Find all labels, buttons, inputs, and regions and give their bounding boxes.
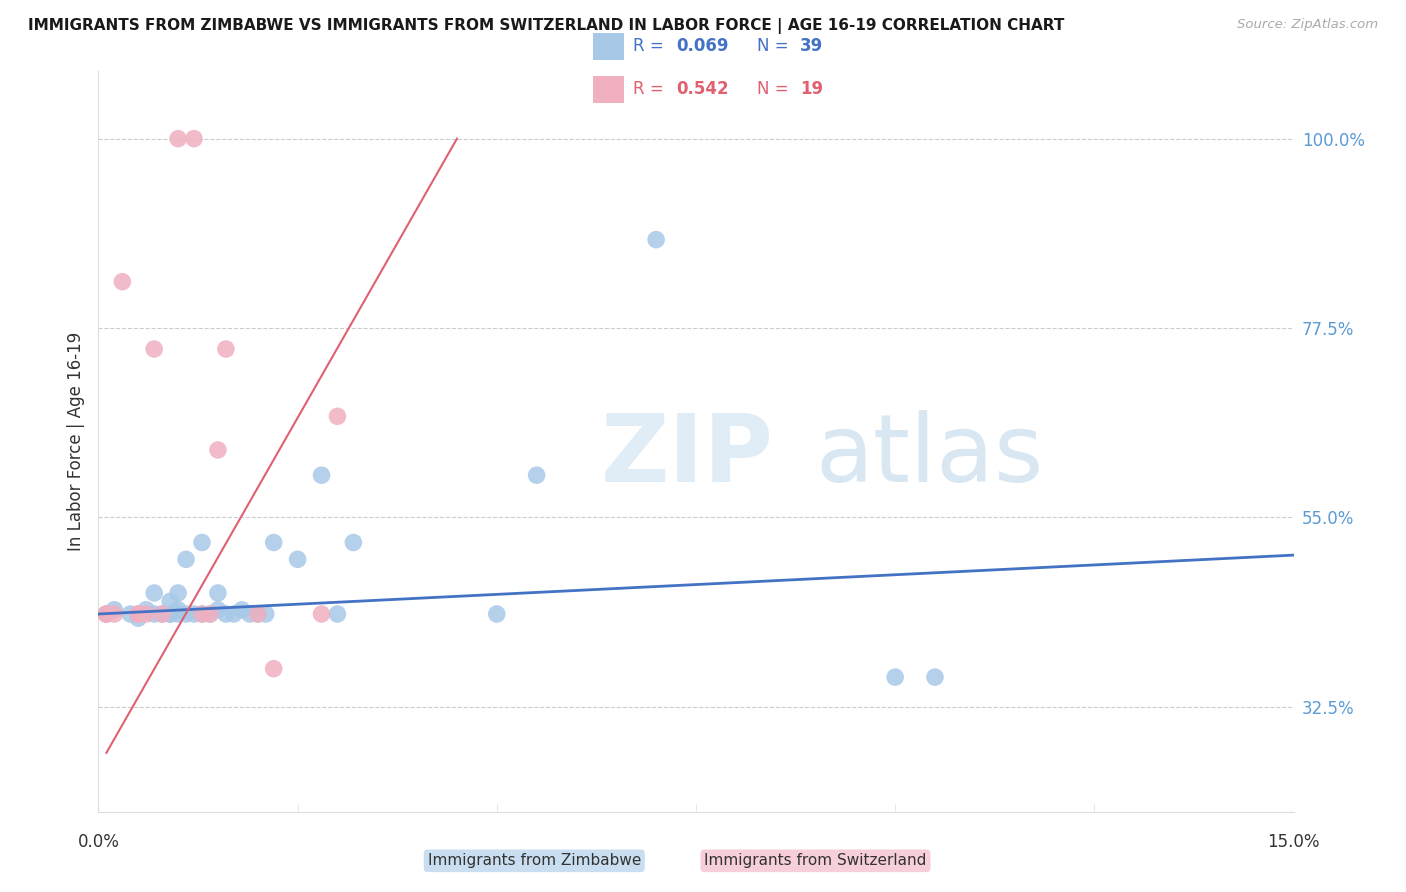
Point [103, 607, 125, 621]
Point [159, 607, 181, 621]
Point [198, 607, 221, 621]
Point [167, 586, 190, 600]
Point [135, 603, 157, 617]
Point [167, 131, 190, 145]
Point [311, 607, 333, 621]
Point [207, 603, 229, 617]
Point [183, 131, 205, 145]
Point [103, 603, 125, 617]
Point [222, 607, 245, 621]
Point [143, 586, 166, 600]
Point [287, 552, 309, 566]
Point [485, 607, 508, 621]
Point [127, 607, 149, 621]
Point [127, 611, 149, 625]
Point [167, 603, 190, 617]
Point [263, 662, 285, 676]
Text: Immigrants from Switzerland: Immigrants from Switzerland [704, 854, 927, 868]
Point [526, 468, 548, 483]
Point [884, 670, 907, 684]
Text: Immigrants from Zimbabwe: Immigrants from Zimbabwe [427, 854, 641, 868]
Point [159, 607, 181, 621]
Point [215, 342, 238, 356]
Point [645, 233, 668, 247]
Point [174, 552, 197, 566]
Point [183, 607, 205, 621]
Point [254, 607, 277, 621]
Point [174, 607, 197, 621]
Point [207, 442, 229, 457]
Text: R =: R = [633, 37, 669, 55]
Point [246, 607, 269, 621]
Text: ZIP: ZIP [600, 410, 773, 502]
Point [326, 409, 349, 424]
Text: R =: R = [633, 80, 669, 98]
Text: IMMIGRANTS FROM ZIMBABWE VS IMMIGRANTS FROM SWITZERLAND IN LABOR FORCE | AGE 16-: IMMIGRANTS FROM ZIMBABWE VS IMMIGRANTS F… [28, 18, 1064, 34]
Point [143, 607, 166, 621]
Point [326, 607, 349, 621]
Point [342, 535, 364, 549]
Point [96, 607, 118, 621]
Text: 0.069: 0.069 [676, 37, 728, 55]
Point [191, 607, 214, 621]
Point [167, 607, 190, 621]
FancyBboxPatch shape [593, 33, 624, 60]
Point [159, 594, 181, 608]
Point [127, 607, 149, 621]
Text: 15.0%: 15.0% [1267, 833, 1320, 851]
Text: 19: 19 [800, 80, 823, 98]
Point [191, 607, 214, 621]
Point [127, 607, 149, 621]
Text: 0.0%: 0.0% [77, 833, 120, 851]
Point [150, 607, 173, 621]
Point [924, 670, 946, 684]
Text: 0.542: 0.542 [676, 80, 728, 98]
Point [239, 607, 262, 621]
Point [246, 607, 269, 621]
Point [150, 607, 173, 621]
Point [135, 607, 157, 621]
Point [311, 468, 333, 483]
Text: N =: N = [756, 80, 793, 98]
Point [207, 586, 229, 600]
Point [111, 275, 134, 289]
Y-axis label: In Labor Force | Age 16-19: In Labor Force | Age 16-19 [66, 332, 84, 551]
FancyBboxPatch shape [593, 76, 624, 103]
Text: N =: N = [756, 37, 793, 55]
Text: Source: ZipAtlas.com: Source: ZipAtlas.com [1237, 18, 1378, 31]
Point [96, 607, 118, 621]
Point [215, 607, 238, 621]
Text: atlas: atlas [815, 410, 1043, 502]
Point [143, 342, 166, 356]
Point [263, 535, 285, 549]
Point [191, 535, 214, 549]
Text: 39: 39 [800, 37, 824, 55]
Point [96, 607, 118, 621]
Point [198, 607, 221, 621]
Point [231, 603, 253, 617]
Point [120, 607, 142, 621]
